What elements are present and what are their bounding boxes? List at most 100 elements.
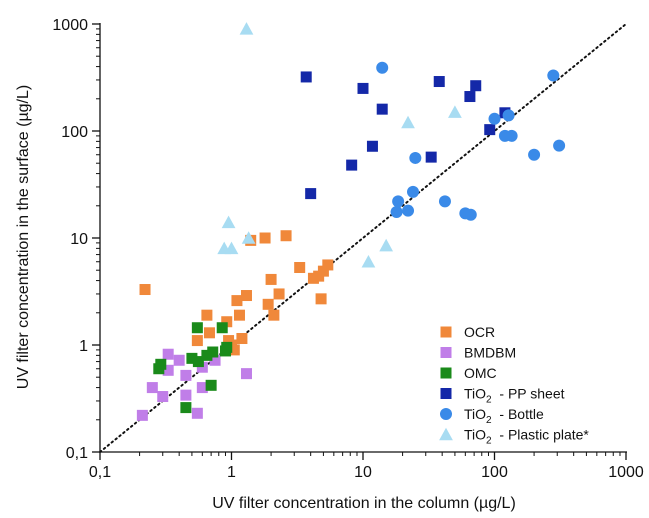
axes-layer: 0,1 1 10 100 1000 0,1 1 10 100 1000 [52, 17, 643, 481]
data-point [300, 71, 312, 83]
legend-label: OCR [464, 324, 495, 340]
x-tick-label: 100 [481, 464, 508, 481]
data-point [294, 262, 306, 274]
legend-marker [440, 326, 452, 338]
data-point [180, 369, 192, 381]
series-4 [376, 61, 566, 221]
data-point [180, 402, 192, 414]
data-point [224, 241, 239, 255]
data-point [361, 254, 376, 268]
legend-label: OMC [464, 365, 497, 381]
data-point [280, 230, 292, 242]
data-point [192, 356, 204, 368]
data-point [216, 322, 228, 334]
data-point [186, 352, 198, 364]
legend-label-main: TiO [464, 406, 486, 422]
legend-marker [439, 427, 453, 441]
data-point [240, 368, 252, 380]
data-point [357, 82, 369, 94]
data-point [317, 265, 329, 277]
data-point [502, 109, 515, 122]
data-point [268, 309, 280, 321]
legend-label-rest: - Bottle [492, 406, 544, 422]
data-point [231, 295, 243, 307]
data-point [448, 105, 462, 118]
legend-label: TiO2 - PP sheet [464, 386, 565, 406]
legend-marker [440, 347, 452, 358]
series-3 [300, 71, 511, 200]
data-point [191, 322, 203, 334]
legend-label-main: TiO [464, 386, 486, 402]
x-tick-label: 0,1 [89, 464, 111, 481]
data-point [173, 354, 185, 366]
data-point [488, 112, 501, 125]
data-point [239, 22, 254, 35]
data-point [547, 69, 560, 82]
data-point [553, 139, 566, 152]
data-point [191, 407, 203, 419]
data-point [262, 298, 274, 310]
y-tick-label: 0,1 [66, 445, 88, 462]
legend-label: TiO2 - Bottle [464, 406, 544, 426]
data-point [379, 238, 394, 252]
x-tick-label: 1 [227, 464, 236, 481]
data-point [484, 124, 496, 136]
legend-label-subscript: 2 [486, 415, 492, 426]
data-point [203, 327, 215, 339]
data-point [470, 80, 482, 92]
data-point [201, 309, 213, 321]
data-point [438, 195, 451, 208]
data-point [233, 309, 245, 321]
x-axis-title: UV filter concentration in the column (µ… [212, 495, 516, 512]
data-point [221, 215, 236, 229]
data-point [241, 231, 256, 244]
legend-marker [440, 367, 452, 379]
data-point [221, 316, 233, 328]
data-point [376, 103, 388, 115]
data-point [390, 205, 403, 218]
data-point [162, 348, 174, 360]
legend-label-main: TiO [464, 427, 486, 443]
series-0 [139, 230, 334, 356]
data-point [139, 284, 151, 296]
data-point [464, 91, 476, 103]
marks-layer [136, 22, 566, 421]
data-point [146, 382, 158, 394]
data-point [240, 290, 252, 302]
data-point [401, 115, 415, 129]
series-1 [136, 348, 252, 421]
legend-label-subscript: 2 [486, 436, 492, 447]
legend-label-rest: - PP sheet [492, 386, 565, 402]
y-tick-label: 1000 [52, 17, 88, 34]
identity-reference-line [99, 23, 627, 453]
data-point [464, 208, 477, 221]
data-point [205, 379, 217, 391]
x-tick-label: 1000 [608, 464, 644, 481]
legend-label: TiO2 - Plastic plate* [464, 427, 589, 447]
data-point [425, 151, 437, 163]
x-tick-label: 10 [354, 464, 372, 481]
data-point [528, 148, 541, 161]
data-point [409, 151, 422, 164]
data-point [201, 349, 213, 361]
data-point [207, 346, 219, 358]
data-point [305, 188, 317, 200]
data-point [402, 204, 415, 217]
data-point [209, 354, 221, 366]
data-point [136, 409, 148, 421]
y-tick-label: 100 [61, 124, 88, 141]
legend-label: BMDBM [464, 345, 516, 361]
data-point [221, 341, 233, 353]
data-point [180, 389, 192, 401]
data-point [433, 76, 445, 88]
data-point [265, 273, 277, 285]
legend-marker [440, 408, 452, 420]
data-point [406, 185, 419, 198]
data-point [366, 140, 378, 152]
data-point [157, 391, 169, 403]
legend-marker [440, 388, 452, 399]
data-point [505, 129, 518, 142]
